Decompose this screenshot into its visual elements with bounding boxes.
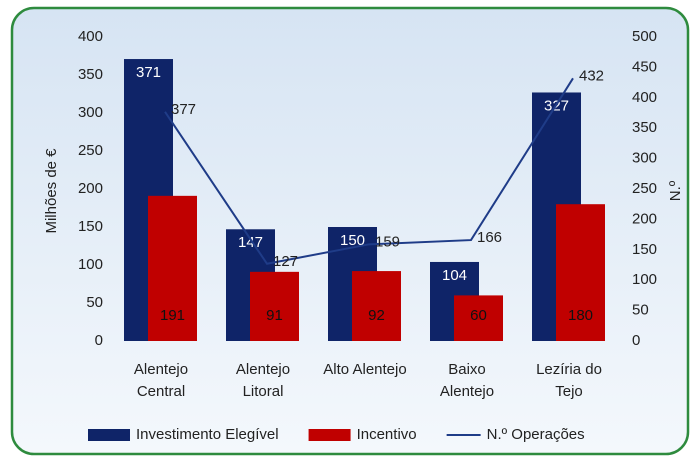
line bbox=[164, 77, 574, 265]
y2-tick-label: 150 bbox=[632, 241, 657, 258]
data-label: 180 bbox=[568, 307, 593, 324]
y2-axis-title: N.º bbox=[667, 180, 684, 201]
data-label: 60 bbox=[470, 307, 487, 324]
y2-tick-label: 50 bbox=[632, 302, 649, 319]
y-tick-label: 150 bbox=[78, 218, 103, 235]
bar bbox=[454, 295, 503, 341]
y-tick-label: 400 bbox=[78, 28, 103, 45]
y2-tick-label: 450 bbox=[632, 58, 657, 75]
bar bbox=[148, 195, 197, 341]
y2-tick-label: 300 bbox=[632, 150, 657, 167]
data-label: 150 bbox=[340, 232, 365, 249]
data-label: 127 bbox=[273, 253, 298, 270]
legend-label: Investimento Elegível bbox=[136, 426, 279, 443]
data-label: 147 bbox=[238, 234, 263, 251]
y-tick-label: 350 bbox=[78, 66, 103, 83]
x-tick-label: Alentejo Central bbox=[133, 361, 189, 400]
y-tick-label: 200 bbox=[78, 180, 103, 197]
legend-swatch bbox=[88, 429, 130, 441]
data-label: 104 bbox=[442, 267, 467, 284]
y2-tick-label: 500 bbox=[632, 28, 657, 45]
data-label: 432 bbox=[579, 67, 604, 84]
y-tick-label: 300 bbox=[78, 104, 103, 121]
data-label: 166 bbox=[477, 229, 502, 246]
legend-swatch bbox=[308, 429, 351, 441]
bar bbox=[352, 271, 401, 341]
y-tick-label: 0 bbox=[95, 332, 103, 349]
y2-tick-label: 350 bbox=[632, 119, 657, 136]
x-tick-label: Lezíria do Tejo bbox=[536, 361, 602, 400]
legend-label: Incentivo bbox=[357, 426, 417, 443]
y-tick-label: 250 bbox=[78, 142, 103, 159]
data-label: 191 bbox=[160, 307, 185, 324]
y2-tick-label: 0 bbox=[632, 332, 640, 349]
data-label: 377 bbox=[171, 101, 196, 118]
data-label: 159 bbox=[375, 233, 400, 250]
y2-tick-label: 200 bbox=[632, 210, 657, 227]
y-axis-title: Milhões de € bbox=[43, 148, 60, 234]
x-tick-label: Baixo Alentejo bbox=[439, 361, 495, 400]
y2-tick-label: 100 bbox=[632, 271, 657, 288]
y-tick-label: 50 bbox=[86, 294, 103, 311]
legend-label: N.º Operações bbox=[487, 426, 585, 443]
x-tick-label: Alentejo Litoral bbox=[235, 361, 291, 400]
data-label: 371 bbox=[136, 64, 161, 81]
bar bbox=[556, 204, 605, 341]
y2-tick-label: 400 bbox=[632, 89, 657, 106]
bar bbox=[250, 271, 299, 341]
data-label: 91 bbox=[266, 307, 283, 324]
y-tick-label: 100 bbox=[78, 256, 103, 273]
y2-tick-label: 250 bbox=[632, 180, 657, 197]
x-tick-label: Alto Alentejo bbox=[323, 361, 407, 378]
data-label: 92 bbox=[368, 307, 385, 324]
